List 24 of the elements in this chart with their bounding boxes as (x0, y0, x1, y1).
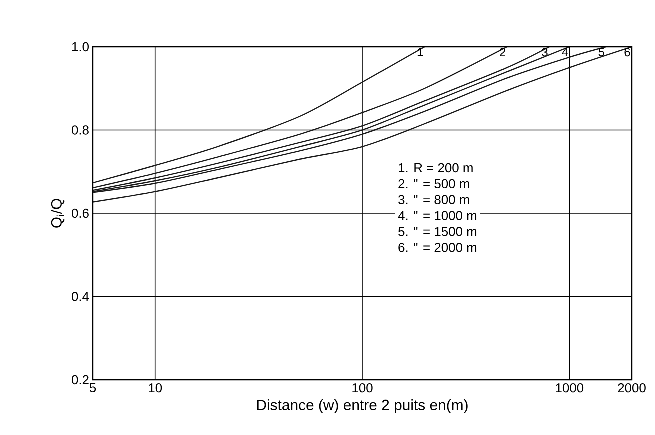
y-tick-label: 0.6 (72, 208, 89, 218)
series-label: 1 (418, 48, 424, 56)
annotation: 3. " = 800 m (398, 195, 470, 204)
y-tick-label: 0.2 (72, 375, 89, 385)
annotation: 4. " = 1000 m (398, 211, 477, 220)
x-tick-label: 100 (352, 384, 373, 393)
series-label: 5 (598, 48, 604, 57)
series-label: 3 (542, 48, 548, 57)
x-tick-label: 10 (149, 384, 162, 393)
y-tick-label: 1.0 (72, 42, 89, 52)
x-tick-label: 2000 (618, 384, 646, 393)
x-tick-label: 1000 (556, 384, 584, 393)
annotation: 5. " = 1500 m (398, 227, 477, 236)
series-label: 4 (562, 48, 568, 56)
y-tick-label: 0.8 (72, 126, 89, 135)
x-axis-title: Distance (w) entre 2 puits en(m) (257, 400, 468, 414)
annotation: 2. " = 500 m (398, 179, 470, 189)
annotation: 1. R = 200 m (399, 163, 473, 173)
x-tick-label: 5 (90, 384, 96, 393)
annotation: 6. " = 2000 m (398, 243, 477, 252)
series-label: 6 (624, 48, 630, 57)
y-axis-title: Q$_{i}$/Q (50, 199, 65, 228)
series-label: 2 (500, 48, 506, 57)
y-tick-label: 0.4 (72, 292, 90, 302)
